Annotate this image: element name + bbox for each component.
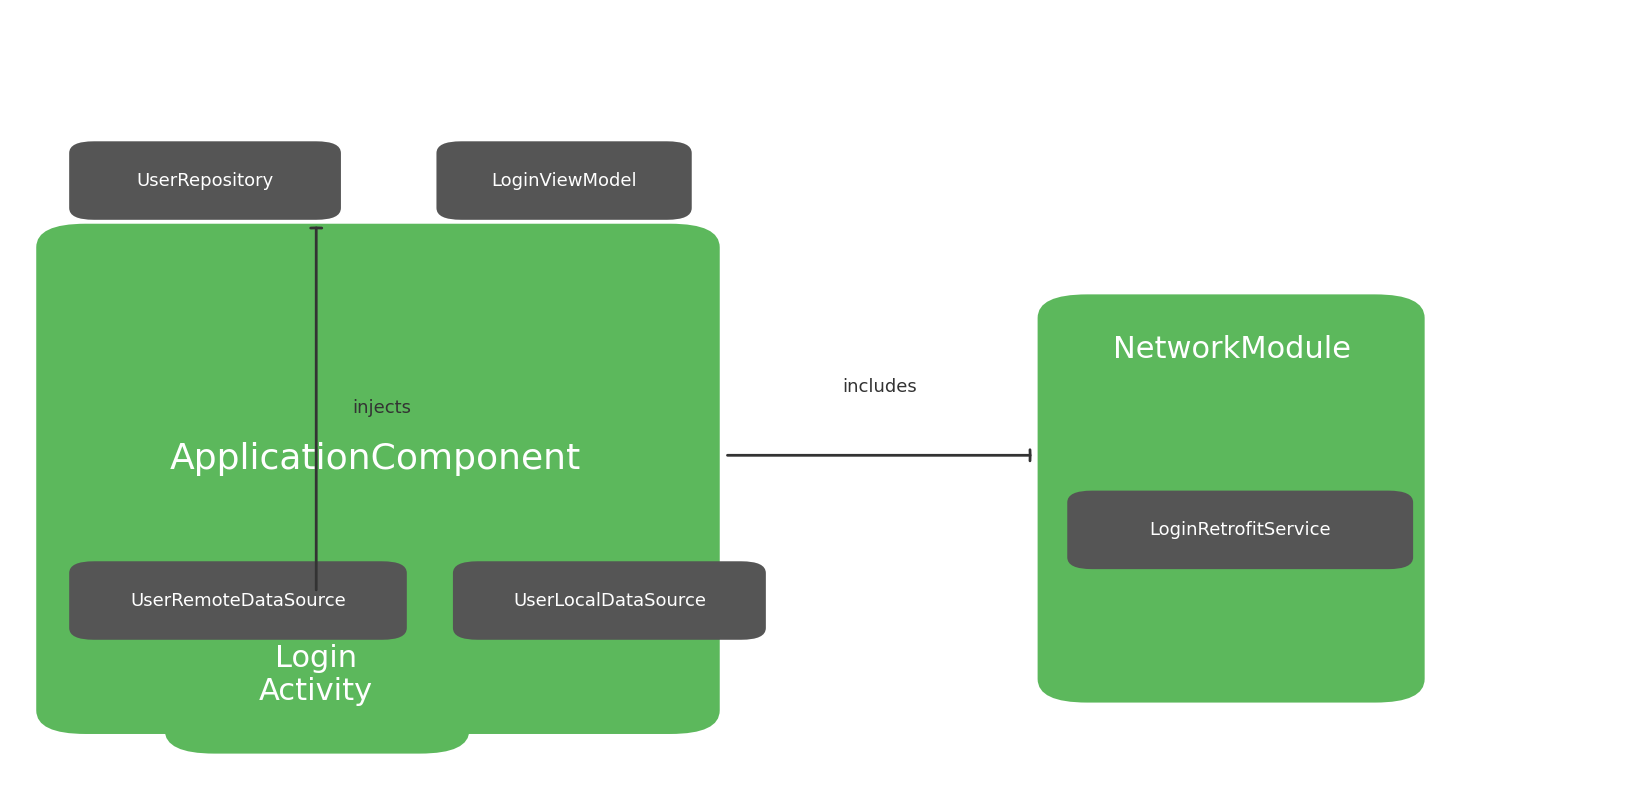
FancyBboxPatch shape (436, 141, 692, 220)
Text: LoginRetrofitService: LoginRetrofitService (1150, 521, 1331, 539)
FancyBboxPatch shape (165, 597, 469, 754)
Text: includes: includes (842, 378, 917, 396)
FancyBboxPatch shape (36, 224, 720, 734)
Text: injects: injects (352, 400, 412, 417)
Text: Login
Activity: Login Activity (259, 644, 374, 706)
FancyBboxPatch shape (1038, 294, 1425, 703)
Text: UserLocalDataSource: UserLocalDataSource (512, 592, 707, 609)
FancyBboxPatch shape (1067, 491, 1413, 569)
Text: LoginViewModel: LoginViewModel (491, 172, 637, 189)
Text: UserRepository: UserRepository (137, 172, 273, 189)
Text: UserRemoteDataSource: UserRemoteDataSource (130, 592, 346, 609)
Text: NetworkModule: NetworkModule (1113, 335, 1351, 363)
FancyBboxPatch shape (453, 561, 766, 640)
Text: ApplicationComponent: ApplicationComponent (170, 442, 581, 476)
FancyBboxPatch shape (69, 561, 407, 640)
FancyBboxPatch shape (69, 141, 341, 220)
